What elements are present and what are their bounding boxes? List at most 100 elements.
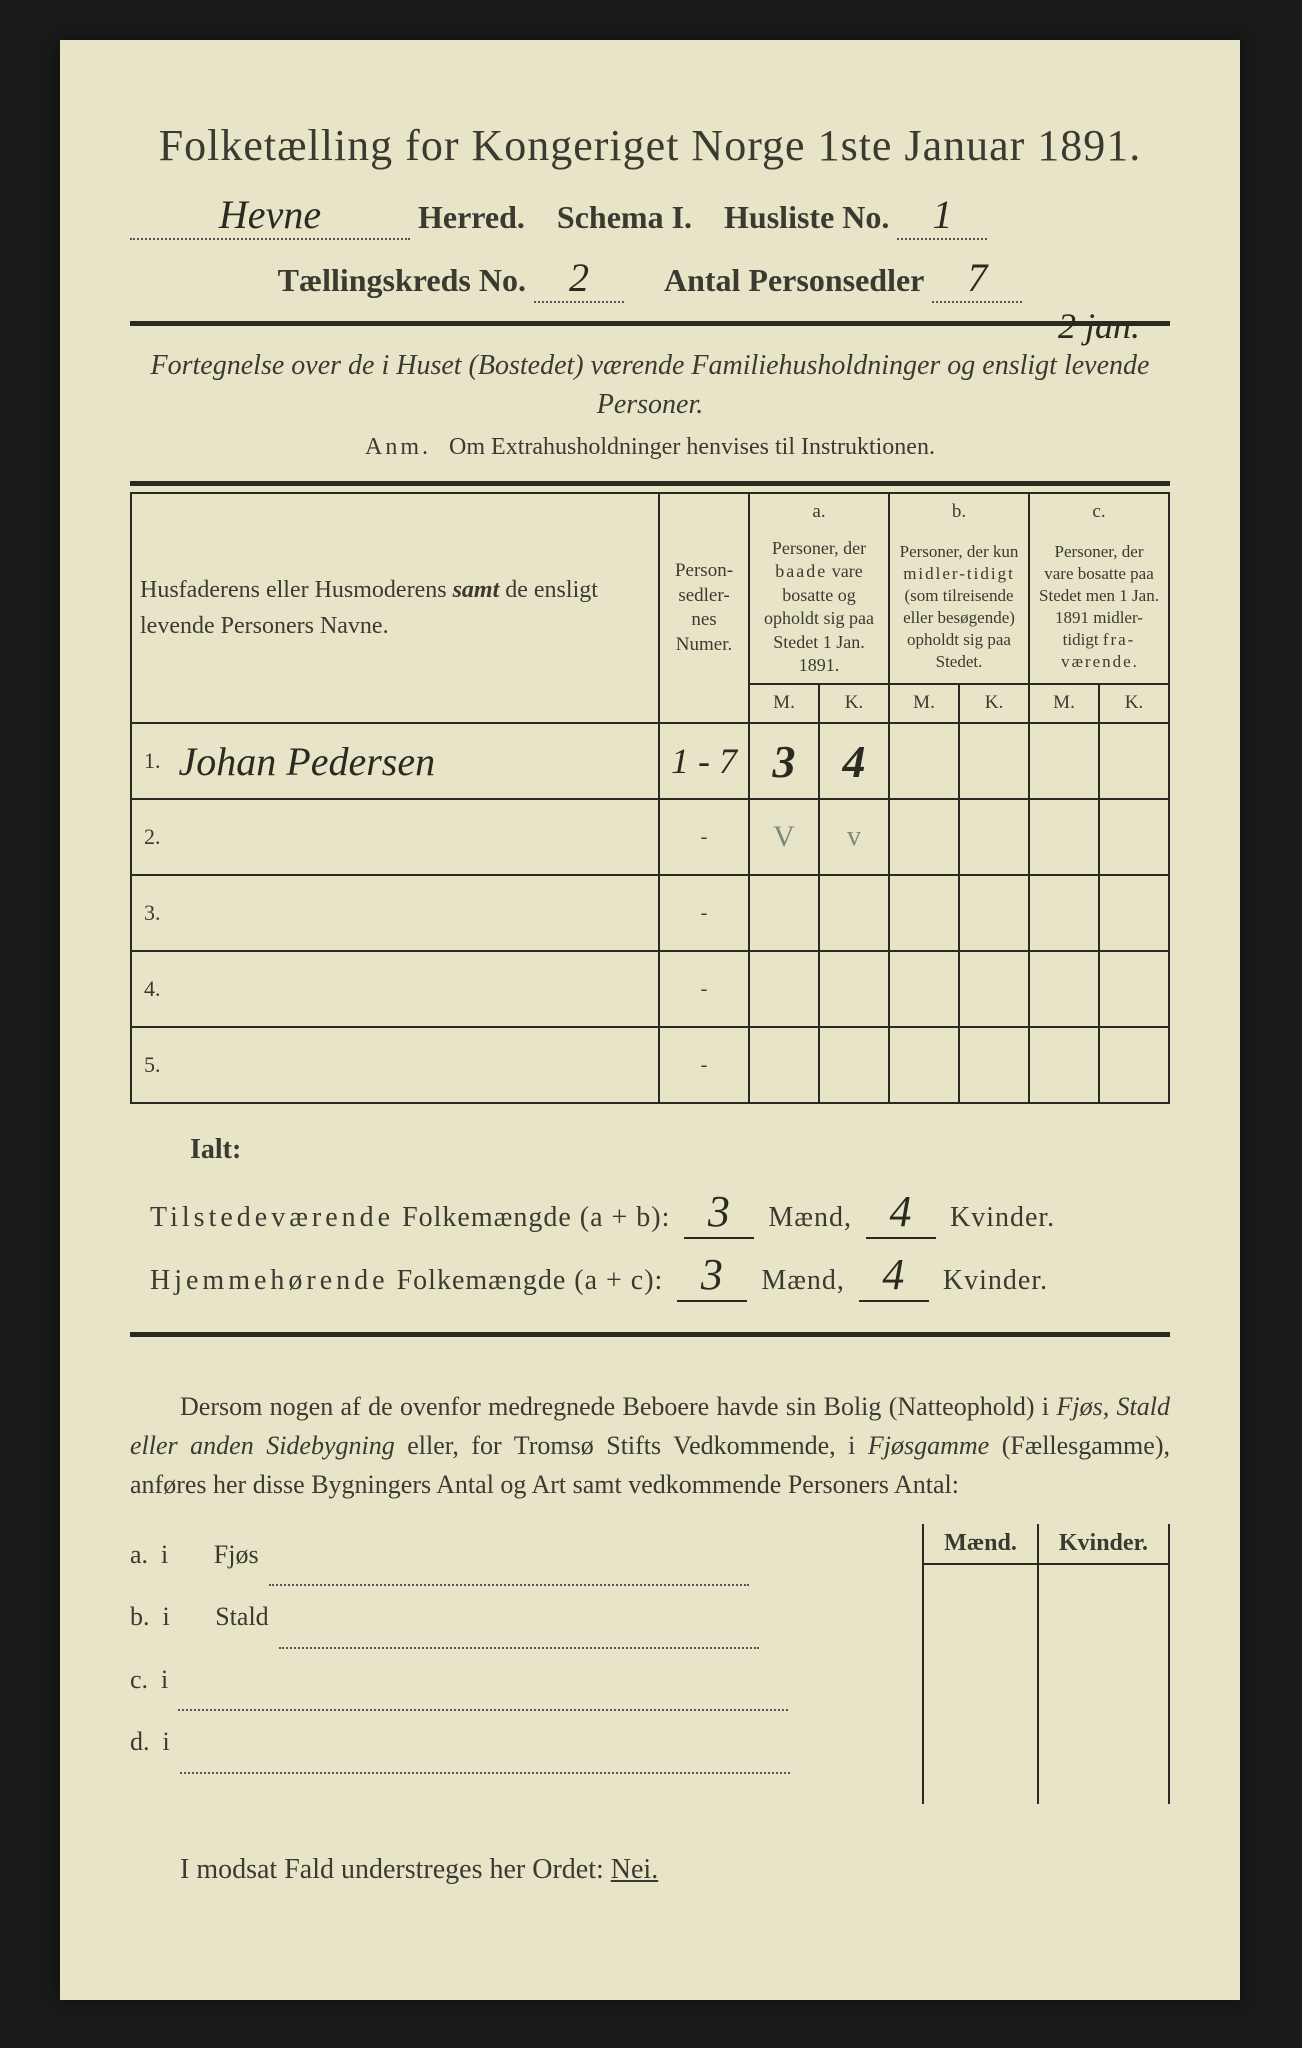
header-block: Folketælling for Kongeriget Norge 1ste J…	[130, 120, 1170, 303]
antal-label: Antal Personsedler	[664, 262, 924, 298]
th-ak: K.	[819, 684, 889, 723]
cell-cm	[1029, 723, 1099, 799]
dots	[180, 1772, 790, 1774]
mk-kvinder: Kvinder.	[1038, 1524, 1169, 1564]
cell-am: 3	[773, 736, 796, 787]
cell-am	[749, 951, 819, 1027]
row-name	[169, 951, 660, 1027]
t1-label-a: Tilstedeværende	[150, 1202, 394, 1233]
totals-line-2: Hjemmehørende Folkemængde (a + c): 3 Mæn…	[150, 1249, 1170, 1302]
cell-bk	[959, 723, 1029, 799]
census-form-page: Folketælling for Kongeriget Norge 1ste J…	[60, 40, 1240, 2000]
cell-cm	[1029, 875, 1099, 951]
th-name: Husfaderens eller Husmoderens samt de en…	[131, 493, 659, 723]
cell-ak	[819, 875, 889, 951]
t1-mlabel: Mænd,	[768, 1202, 852, 1233]
t2-label-b: Folkemængde (a + c):	[397, 1265, 664, 1296]
t1-m: 3	[684, 1186, 754, 1239]
th-b-text: Personer, der kun midler-tidigt (som til…	[889, 531, 1029, 684]
cell-bm	[889, 951, 959, 1027]
row-num: 1.	[131, 723, 169, 799]
household-table: Husfaderens eller Husmoderens samt de en…	[130, 492, 1170, 1104]
header-row-2: Tællingskreds No. 2 Antal Personsedler 7	[130, 254, 1170, 303]
divider-table-top	[130, 481, 1170, 486]
t2-label-a: Hjemmehørende	[150, 1265, 389, 1296]
footer-line: I modsat Fald understreges her Ordet: Ne…	[130, 1854, 1170, 1886]
line-a: a. i Fjøs	[130, 1524, 902, 1586]
schema-label: Schema I.	[557, 199, 692, 235]
table-row: 4. -	[131, 951, 1169, 1027]
mk-kvinder-cell	[1038, 1564, 1169, 1804]
line-c: c. i	[130, 1649, 902, 1711]
cell-ak: 4	[843, 736, 866, 787]
margin-note: 2 jan.	[1058, 305, 1140, 347]
cell-am	[749, 1027, 819, 1103]
husliste-label: Husliste No.	[724, 199, 889, 235]
cell-cm	[1029, 799, 1099, 875]
ialt-label: Ialt:	[190, 1134, 1170, 1166]
cell-bk	[959, 875, 1029, 951]
header-row-1: Hevne Herred. Schema I. Husliste No. 1	[130, 191, 1170, 240]
row-name: Johan Pedersen	[179, 739, 436, 784]
row-num: 5.	[131, 1027, 169, 1103]
th-number: Person-sedler-nes Numer.	[659, 493, 749, 723]
cell-num: -	[659, 799, 749, 875]
cell-am: V	[773, 820, 795, 853]
line-d: d. i	[130, 1711, 902, 1773]
th-c-label: c.	[1029, 493, 1169, 531]
cell-num: 1 - 7	[671, 741, 737, 781]
cell-bm	[889, 1027, 959, 1103]
page-title: Folketælling for Kongeriget Norge 1ste J…	[130, 120, 1170, 171]
cell-ck	[1099, 723, 1169, 799]
intro-text: Fortegnelse over de i Huset (Bostedet) v…	[130, 346, 1170, 424]
t2-m: 3	[677, 1249, 747, 1302]
abcd-section: a. i Fjøs b. i Stald c. i d. i Mænd. Kvi…	[130, 1524, 1170, 1804]
kreds-label: Tællingskreds No.	[278, 262, 526, 298]
t1-label-b: Folkemængde (a + b):	[402, 1202, 670, 1233]
t1-klabel: Kvinder.	[950, 1202, 1055, 1233]
line-b: b. i Stald	[130, 1586, 902, 1648]
cell-bk	[959, 1027, 1029, 1103]
kreds-value: 2	[534, 254, 624, 303]
herred-label: Herred.	[418, 199, 525, 235]
row-name	[169, 1027, 660, 1103]
mk-table: Mænd. Kvinder.	[922, 1524, 1170, 1804]
abcd-lines: a. i Fjøs b. i Stald c. i d. i	[130, 1524, 922, 1804]
cell-num: -	[659, 1027, 749, 1103]
cell-ak: v	[847, 821, 861, 852]
cell-num: -	[659, 875, 749, 951]
cell-ak	[819, 1027, 889, 1103]
cell-cm	[1029, 1027, 1099, 1103]
cell-num: -	[659, 951, 749, 1027]
th-cm: M.	[1029, 684, 1099, 723]
cell-ck	[1099, 875, 1169, 951]
table-row: 2. - V v	[131, 799, 1169, 875]
totals-line-1: Tilstedeværende Folkemængde (a + b): 3 M…	[150, 1186, 1170, 1239]
table-body: 1. Johan Pedersen 1 - 7 3 4 2. - V v	[131, 723, 1169, 1103]
anm-line: Anm. Om Extrahusholdninger henvises til …	[130, 434, 1170, 461]
row-name	[169, 799, 660, 875]
table-row: 5. -	[131, 1027, 1169, 1103]
anm-label: Anm.	[365, 434, 431, 460]
th-ck: K.	[1099, 684, 1169, 723]
table-row: 3. -	[131, 875, 1169, 951]
t1-k: 4	[866, 1186, 936, 1239]
th-bm: M.	[889, 684, 959, 723]
para-t1: Dersom nogen af de ovenfor medregnede Be…	[180, 1392, 1056, 1421]
row-name	[169, 875, 660, 951]
th-c-text: Personer, der vare bosatte paa Stedet me…	[1029, 531, 1169, 684]
cell-bm	[889, 875, 959, 951]
t2-k: 4	[859, 1249, 929, 1302]
mk-maend-cell	[923, 1564, 1038, 1804]
t2-klabel: Kvinder.	[943, 1265, 1048, 1296]
cell-bm	[889, 723, 959, 799]
th-a-label: a.	[749, 493, 889, 531]
cell-bk	[959, 951, 1029, 1027]
row-num: 2.	[131, 799, 169, 875]
table-row: 1. Johan Pedersen 1 - 7 3 4	[131, 723, 1169, 799]
para-i2: Fjøsgamme	[868, 1431, 989, 1460]
row-num: 3.	[131, 875, 169, 951]
th-am: M.	[749, 684, 819, 723]
cell-bk	[959, 799, 1029, 875]
cell-cm	[1029, 951, 1099, 1027]
